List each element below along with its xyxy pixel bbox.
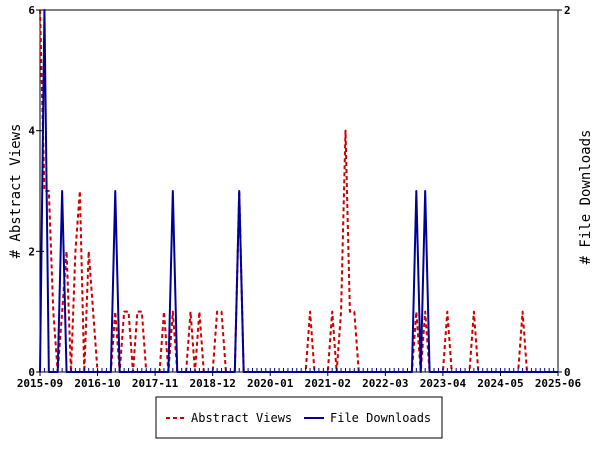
y-right-tick-label: 0: [564, 366, 571, 379]
y-left-tick-label: 0: [28, 366, 35, 379]
x-tick-label: 2018-12: [189, 377, 235, 390]
legend: Abstract Views File Downloads: [155, 396, 443, 439]
series-layer: [39, 9, 558, 373]
x-axis-ticks: [39, 368, 559, 376]
legend-box: [155, 396, 443, 439]
y-right-axis-title: # File Downloads: [578, 130, 594, 265]
legend-label-abstract-views: Abstract Views: [191, 411, 292, 425]
x-tick-label: 2020-01: [247, 377, 294, 390]
y-left-tick-labels: 0 2 4 6: [28, 4, 44, 379]
y-left-tick-label: 6: [28, 4, 35, 17]
x-tick-label: 2015-09: [17, 377, 63, 390]
series-line-file-downloads: [39, 9, 558, 373]
y-left-tick-label: 4: [28, 125, 35, 138]
plot-area: [39, 9, 559, 376]
y-left-tick-label: 2: [28, 245, 35, 258]
y-left-axis-title: # Abstract Views: [8, 124, 24, 259]
x-tick-label: 2016-10: [74, 377, 120, 390]
x-tick-label: 2025-06: [535, 377, 582, 390]
series-line-abstract-views: [39, 9, 558, 373]
legend-label-file-downloads: File Downloads: [330, 411, 431, 425]
y-right-tick-label: 2: [564, 4, 571, 17]
x-tick-label: 2024-05: [477, 377, 523, 390]
x-tick-label: 2017-11: [132, 377, 179, 390]
x-tick-label: 2022-03: [362, 377, 408, 390]
x-tick-label: 2023-04: [420, 377, 467, 390]
y-right-tick-labels: 02: [554, 4, 571, 379]
x-axis-tick-labels: 2015-09 2016-10 2017-11 2018-12 2020-01 2021-…: [17, 377, 582, 390]
x-tick-label: 2021-02: [305, 377, 351, 390]
